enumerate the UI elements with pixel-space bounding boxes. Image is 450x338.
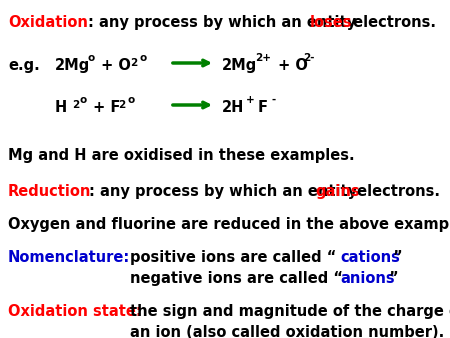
Text: Mg and H are oxidised in these examples.: Mg and H are oxidised in these examples. [8, 148, 355, 163]
Text: +: + [246, 95, 255, 105]
Text: positive ions are called “: positive ions are called “ [130, 250, 342, 265]
Text: anions: anions [340, 271, 395, 286]
Text: Nomenclature:: Nomenclature: [8, 250, 130, 265]
Text: 2: 2 [130, 58, 137, 68]
Text: ”: ” [389, 271, 399, 286]
Text: cations: cations [340, 250, 400, 265]
Text: + O: + O [273, 58, 308, 73]
Text: electrons.: electrons. [352, 184, 440, 199]
Text: Oxygen and fluorine are reduced in the above examples.: Oxygen and fluorine are reduced in the a… [8, 217, 450, 232]
Text: 2Mg: 2Mg [55, 58, 90, 73]
Text: loses: loses [310, 15, 352, 30]
Text: Reduction: Reduction [8, 184, 91, 199]
Text: negative ions are called “: negative ions are called “ [130, 271, 348, 286]
Text: 2: 2 [72, 100, 79, 110]
Text: o: o [139, 53, 146, 63]
Text: : any process by which an entity: : any process by which an entity [88, 15, 361, 30]
Text: 2H: 2H [222, 100, 244, 115]
Text: o: o [127, 95, 134, 105]
Text: electrons.: electrons. [348, 15, 436, 30]
Text: Oxidation state:: Oxidation state: [8, 304, 142, 319]
Text: an ion (also called oxidation number).: an ion (also called oxidation number). [130, 325, 444, 338]
Text: 2+: 2+ [255, 53, 271, 63]
Text: 2Mg: 2Mg [222, 58, 257, 73]
Text: e.g.: e.g. [8, 58, 40, 73]
Text: the sign and magnitude of the charge on: the sign and magnitude of the charge on [130, 304, 450, 319]
Text: : any process by which an entity: : any process by which an entity [89, 184, 362, 199]
Text: ”: ” [393, 250, 403, 265]
Text: Oxidation: Oxidation [8, 15, 88, 30]
Text: o: o [88, 53, 95, 63]
Text: F: F [258, 100, 268, 115]
Text: o: o [80, 95, 87, 105]
Text: gains: gains [315, 184, 360, 199]
Text: + O: + O [96, 58, 131, 73]
Text: + F: + F [88, 100, 121, 115]
Text: H: H [55, 100, 67, 115]
Text: 2: 2 [118, 100, 125, 110]
Text: 2-: 2- [303, 53, 315, 63]
Text: -: - [271, 95, 275, 105]
